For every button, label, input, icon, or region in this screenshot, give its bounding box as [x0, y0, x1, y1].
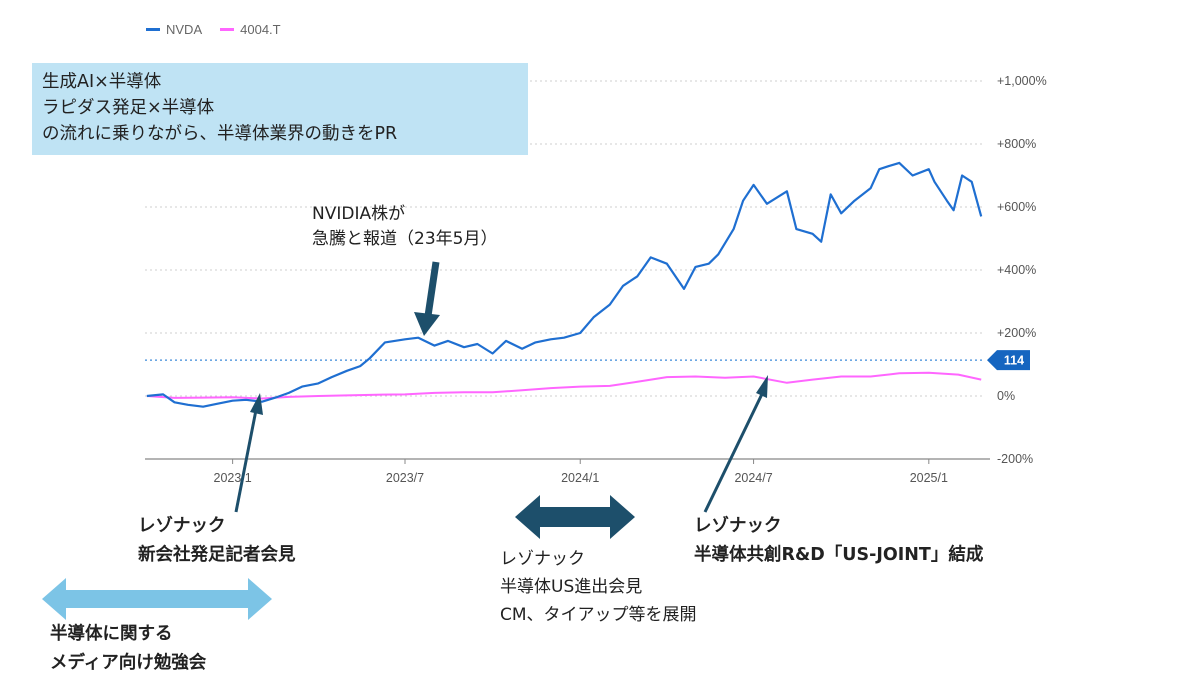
x-tick-label: 2025/1 — [910, 471, 948, 485]
media-study-annotation: 半導体に関する メディア向け勉強会 — [50, 620, 206, 678]
x-tick-label: 2023/1 — [214, 471, 252, 485]
nvidia-news-arrow — [414, 261, 440, 336]
series-line-nvda — [146, 161, 983, 408]
media-study-line-1: 半導体に関する — [50, 624, 173, 644]
series-lines — [146, 161, 983, 408]
x-tick-label: 2024/7 — [734, 471, 772, 485]
x-tick-label: 2023/7 — [386, 471, 424, 485]
media-study-period-arrow — [42, 578, 272, 620]
callout-line-1: 生成AI×半導体 — [42, 72, 162, 92]
y-tick-label: +200% — [997, 326, 1036, 340]
us-expansion-annotation: レゾナック 半導体US進出会見 CM、タイアップ等を展開 — [500, 545, 697, 629]
nvidia-news-annotation: NVIDIA株が 急騰と報道（23年5月） — [312, 202, 497, 252]
y-tick-label: +1,000% — [997, 74, 1047, 88]
strategy-callout-box: 生成AI×半導体 ラピダス発足×半導体 の流れに乗りながら、半導体業界の動きをP… — [32, 63, 528, 155]
legend-label-4004t: 4004.T — [240, 22, 281, 37]
us-joint-line-2: 半導体共創R&D「US-JOINT」結成 — [694, 545, 984, 565]
y-tick-label: 0% — [997, 389, 1015, 403]
new-company-line-1: レゾナック — [138, 516, 226, 536]
x-tick-label: 2024/1 — [561, 471, 599, 485]
legend-swatch-4004t — [220, 28, 235, 31]
chart-legend: NVDA 4004.T — [146, 22, 281, 37]
callout-line-3: の流れに乗りながら、半導体業界の動きをPR — [42, 124, 398, 144]
new-company-annotation: レゾナック 新会社発足記者会見 — [138, 512, 296, 570]
legend-item-nvda: NVDA — [146, 22, 202, 37]
x-axis-ticks: 2023/1 2023/7 2024/1 2024/7 2025/1 — [214, 459, 948, 485]
reference-line-group: 114 — [145, 350, 1030, 371]
annotation-arrows — [42, 261, 768, 620]
new-company-arrow — [234, 393, 263, 513]
legend-item-4004t: 4004.T — [220, 22, 281, 37]
y-tick-label: +400% — [997, 263, 1036, 277]
y-tick-label: +600% — [997, 200, 1036, 214]
series-line-4004t — [146, 371, 982, 400]
legend-swatch-nvda — [146, 28, 160, 31]
us-expansion-line-2: 半導体US進出会見 — [500, 577, 643, 597]
new-company-line-2: 新会社発足記者会見 — [138, 545, 296, 565]
reference-badge — [987, 350, 1030, 371]
nvidia-news-line-1: NVIDIA株が — [312, 204, 406, 224]
nvidia-news-line-2: 急騰と報道（23年5月） — [312, 229, 498, 249]
y-axis-ticks: +1,000% +800% +600% +400% +200% 0% -200% — [997, 74, 1047, 466]
callout-line-2: ラピダス発足×半導体 — [42, 98, 215, 118]
reference-badge-label: 114 — [1004, 354, 1024, 368]
us-expansion-line-1: レゾナック — [500, 549, 585, 569]
legend-label-nvda: NVDA — [166, 22, 203, 37]
us-joint-annotation: レゾナック 半導体共創R&D「US-JOINT」結成 — [694, 512, 983, 570]
us-joint-arrow — [703, 375, 768, 513]
y-tick-label: +800% — [997, 137, 1036, 151]
us-joint-line-1: レゾナック — [694, 516, 782, 536]
us-expansion-period-arrow — [515, 495, 635, 539]
us-expansion-line-3: CM、タイアップ等を展開 — [500, 605, 697, 625]
y-tick-label: -200% — [997, 452, 1033, 466]
media-study-line-2: メディア向け勉強会 — [50, 653, 207, 673]
